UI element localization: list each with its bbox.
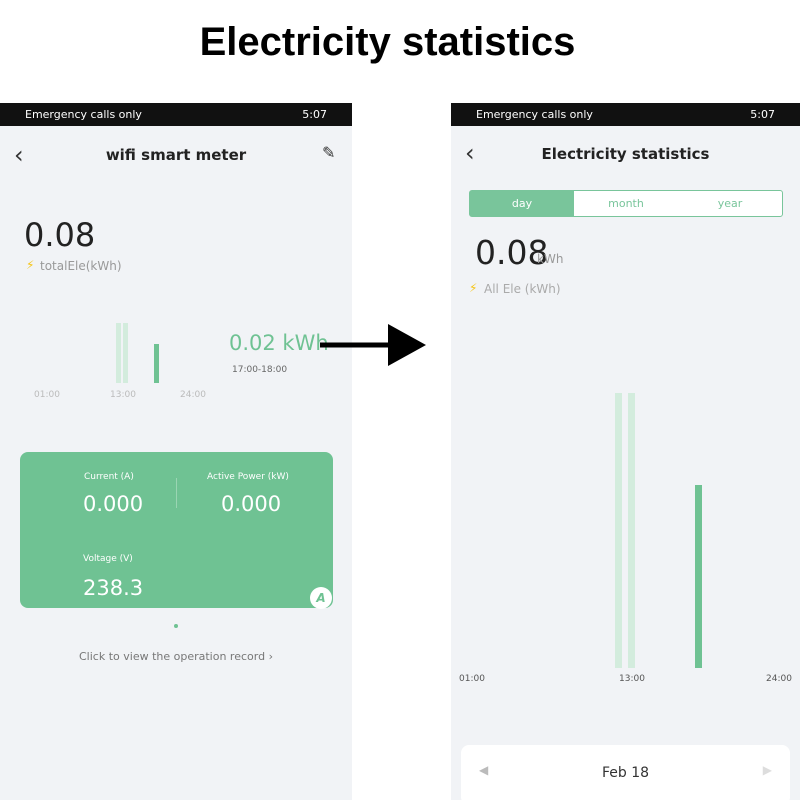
bar [695, 485, 702, 668]
left-screen: Emergency calls only 5:07 ‹ wifi smart m… [0, 103, 352, 800]
total-value: 0.08 [475, 233, 549, 272]
power-label: Active Power (kW) [207, 472, 289, 482]
x-label: 01:00 [34, 390, 60, 400]
current-label: Current (A) [84, 472, 134, 482]
date-label: Feb 18 [601, 765, 650, 781]
meter-card: Current (A) 0.000 Active Power (kW) 0.00… [20, 452, 333, 609]
total-unit: kWh [537, 252, 564, 266]
bar [154, 344, 159, 383]
record-link-text: Click to view the operation record [79, 650, 266, 663]
power-value: 0.000 [221, 492, 282, 516]
record-link[interactable]: Click to view the operation record › [79, 650, 273, 663]
voltage-label: Voltage (V) [83, 554, 133, 564]
total-label: All Ele (kWh) [484, 282, 561, 296]
nav-title: Electricity statistics [541, 145, 710, 163]
x-label: 01:00 [459, 674, 485, 684]
carrier: Emergency calls only [476, 108, 593, 121]
arrow [320, 324, 426, 366]
bar [628, 393, 635, 668]
divider [176, 478, 177, 508]
x-label: 13:00 [619, 674, 645, 684]
right-screen: Emergency calls only 5:07 ‹ Electricity … [451, 103, 800, 800]
edit-button[interactable]: ✎ [322, 143, 336, 162]
arrow-head [388, 324, 426, 366]
status-bar: Emergency calls only 5:07 [451, 103, 800, 126]
bar [615, 393, 622, 668]
bar [116, 323, 121, 383]
current-value: 0.000 [83, 492, 144, 516]
tab-year[interactable]: year [717, 197, 743, 210]
x-label: 24:00 [180, 390, 206, 400]
selected-value: 0.02 kWh [229, 331, 329, 355]
tab-bar: day month year [469, 190, 783, 217]
x-label: 13:00 [110, 390, 136, 400]
status-bar: Emergency calls only 5:07 [0, 103, 352, 126]
page-dot [174, 624, 178, 628]
voltage-value: 238.3 [83, 576, 144, 600]
total-value: 0.08 [24, 216, 96, 254]
clock: 5:07 [750, 108, 775, 121]
bolt-icon: ⚡ [469, 281, 478, 295]
next-date[interactable]: ▶ [762, 763, 772, 777]
bar [123, 323, 128, 383]
total-label: totalEle(kWh) [40, 259, 122, 273]
clock: 5:07 [302, 108, 327, 121]
back-button[interactable]: ‹ [14, 141, 24, 169]
x-label: 24:00 [766, 674, 792, 684]
carrier: Emergency calls only [25, 108, 142, 121]
tab-month[interactable]: month [608, 197, 644, 210]
tab-day[interactable]: day [470, 191, 574, 216]
back-button[interactable]: ‹ [465, 139, 475, 167]
nav-title: wifi smart meter [105, 146, 247, 164]
date-picker: ◀ Feb 18 ▶ [461, 745, 790, 800]
bolt-icon: ⚡ [26, 258, 35, 272]
selected-range: 17:00-18:00 [232, 365, 288, 375]
page-title: Electricity statistics [199, 20, 576, 64]
prev-date[interactable]: ◀ [479, 763, 489, 777]
mode-badge[interactable]: A [310, 587, 332, 609]
